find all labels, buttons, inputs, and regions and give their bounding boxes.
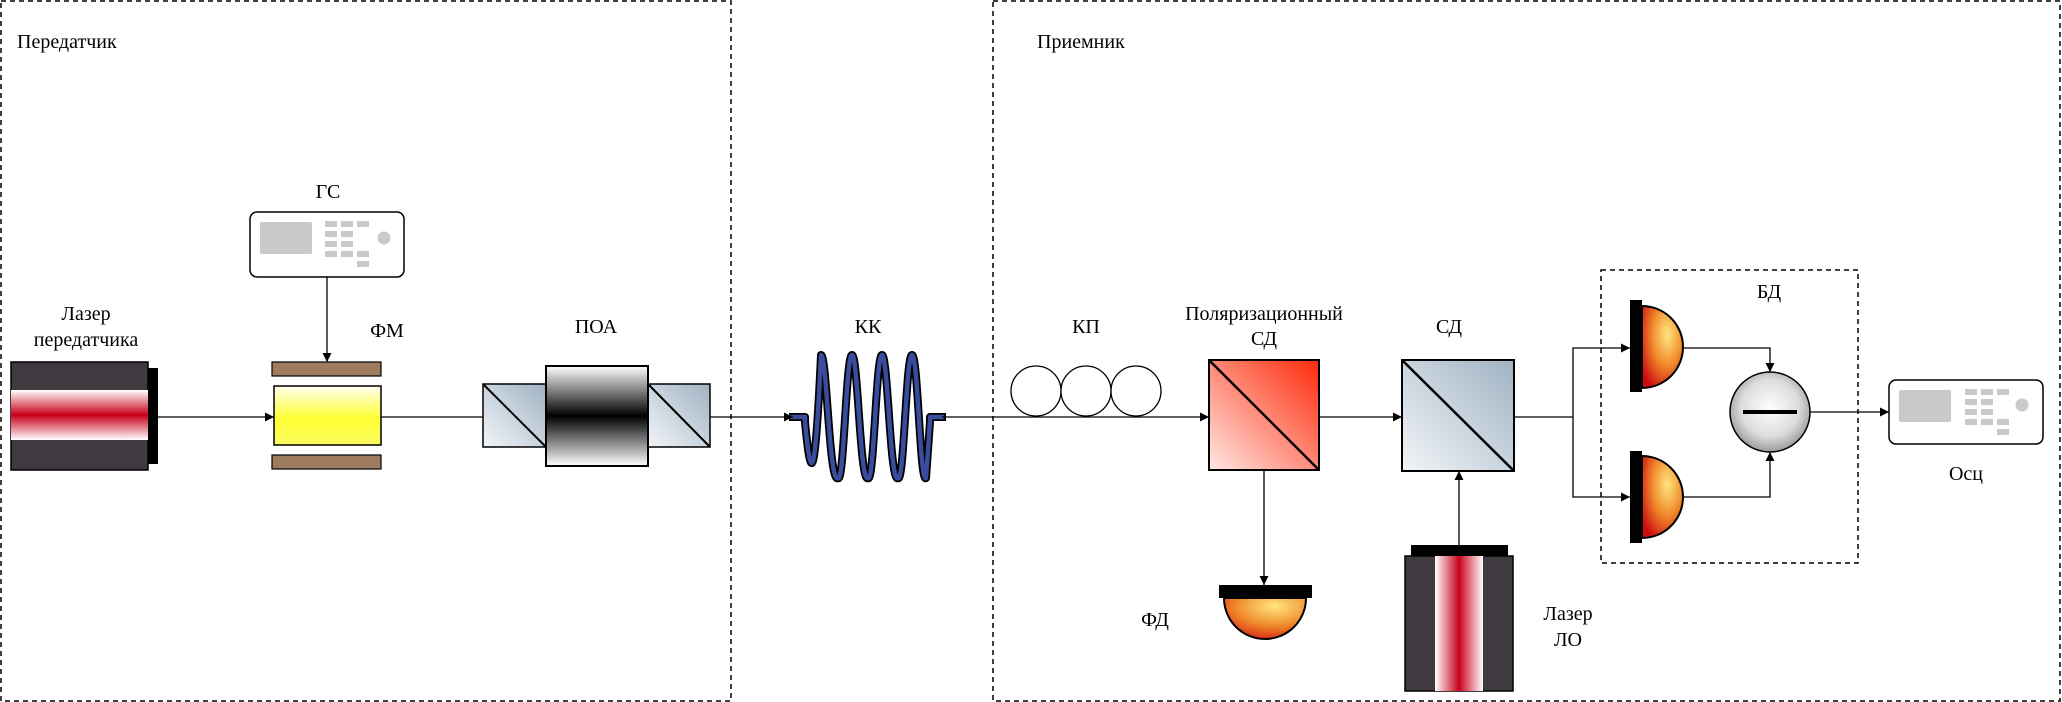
polarization-controller xyxy=(1010,365,1162,417)
beam-splitter xyxy=(1401,359,1515,472)
beam-splitter-label: СД xyxy=(1436,316,1462,338)
polarization-controller-label: КП xyxy=(1072,316,1100,338)
phase-modulator xyxy=(271,361,382,470)
connections xyxy=(158,277,1889,585)
photodiode-label: ФД xyxy=(1141,609,1169,631)
oscilloscope xyxy=(1888,379,2044,445)
optical-amplifier xyxy=(482,365,711,467)
lo-laser-label-2: ЛО xyxy=(1554,629,1582,651)
balanced-detector-label: БД xyxy=(1757,281,1782,303)
transmitter-title: Передатчик xyxy=(17,31,117,53)
photodiode xyxy=(1219,585,1312,640)
transmitter-box xyxy=(0,0,732,702)
oscilloscope-label: Осц xyxy=(1949,463,1983,485)
balanced-photodiode-top xyxy=(1630,300,1684,392)
optical-amplifier-label: ПОА xyxy=(575,316,618,338)
transmitter-laser-label-2: передатчика xyxy=(34,329,139,351)
signal-generator xyxy=(249,211,405,278)
pbs-label-2: СД xyxy=(1251,328,1277,350)
lo-laser xyxy=(1404,545,1514,692)
polarization-beam-splitter xyxy=(1208,359,1320,471)
balanced-detector-box xyxy=(1600,269,1859,564)
receiver-box xyxy=(992,0,2061,702)
pbs-label-1: Поляризационный xyxy=(1185,303,1343,325)
subtractor xyxy=(1729,371,1811,453)
transmitter-laser-label-1: Лазер xyxy=(61,303,110,325)
transmitter-laser xyxy=(10,361,158,471)
phase-modulator-label: ФМ xyxy=(370,320,404,342)
fiber-coil-label: КК xyxy=(855,316,882,338)
signal-generator-label: ГС xyxy=(316,181,341,203)
balanced-photodiode-bottom xyxy=(1630,451,1684,543)
fiber-coil xyxy=(789,351,946,483)
lo-laser-label-1: Лазер xyxy=(1543,603,1592,625)
receiver-title: Приемник xyxy=(1037,31,1125,53)
